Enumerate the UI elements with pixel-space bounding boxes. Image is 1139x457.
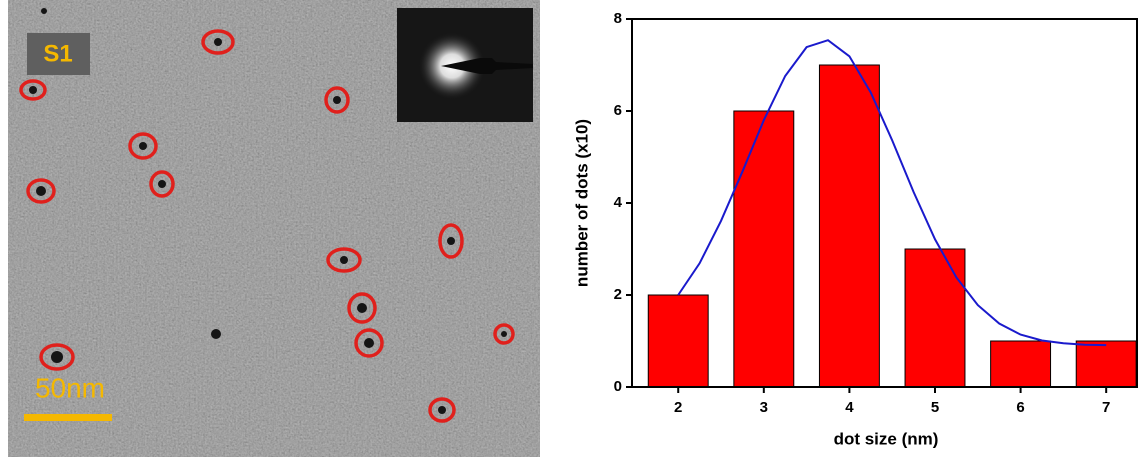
bar [990,340,1052,388]
x-axis-title: dot size (nm) [834,429,939,448]
bar [733,110,795,388]
bar [904,248,966,388]
tem-image: S1 50nm [8,0,540,457]
bar [647,294,709,388]
fit-curve [677,39,1107,347]
histogram: dot size (nm) number of dots (x10) 0 2 4 6 8… [572,10,1138,448]
x-tick-label: 5 [931,399,939,416]
bar [818,64,880,388]
x-tick-label: 3 [760,399,768,416]
y-tick-label: 6 [614,102,622,119]
sample-label: S1 [43,40,72,67]
x-tick-label: 6 [1016,399,1024,416]
x-tick-label: 4 [845,399,854,416]
y-tick-label: 0 [614,378,622,395]
bar [1075,340,1137,388]
y-tick-label: 2 [614,286,622,303]
x-tick-label: 2 [674,399,682,416]
x-tick-label: 7 [1102,399,1110,416]
y-tick-label: 8 [614,10,622,27]
y-tick-label: 4 [614,194,623,211]
y-axis-title: number of dots (x10) [572,119,591,287]
scale-bar-label: 50nm [35,372,105,403]
